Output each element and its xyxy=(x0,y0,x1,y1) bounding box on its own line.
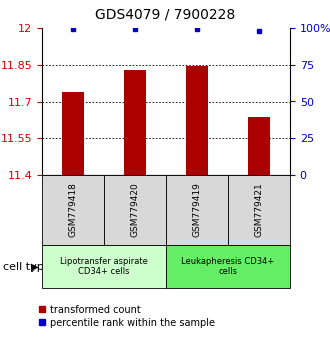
Bar xyxy=(124,70,146,175)
Text: Leukapheresis CD34+
cells: Leukapheresis CD34+ cells xyxy=(182,257,275,276)
Text: Lipotransfer aspirate
CD34+ cells: Lipotransfer aspirate CD34+ cells xyxy=(60,257,148,276)
Legend: transformed count, percentile rank within the sample: transformed count, percentile rank withi… xyxy=(38,305,214,328)
Text: GSM779418: GSM779418 xyxy=(69,183,78,238)
Text: cell type: cell type xyxy=(3,262,51,272)
Text: ▶: ▶ xyxy=(31,262,39,272)
Bar xyxy=(186,66,208,175)
Text: GSM779419: GSM779419 xyxy=(192,183,202,238)
Text: GDS4079 / 7900228: GDS4079 / 7900228 xyxy=(95,8,235,22)
Bar xyxy=(248,118,270,175)
Text: GSM779421: GSM779421 xyxy=(254,183,263,238)
Bar xyxy=(62,92,84,175)
Text: GSM779420: GSM779420 xyxy=(130,183,140,238)
